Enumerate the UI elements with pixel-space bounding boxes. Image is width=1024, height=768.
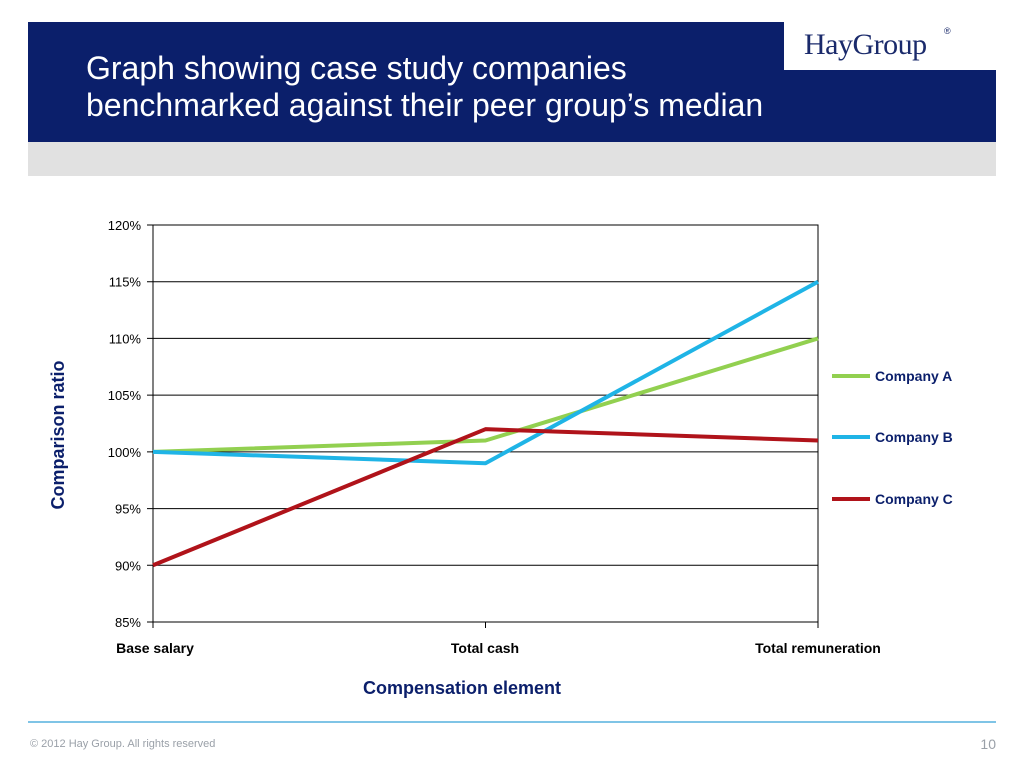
y-axis-title: Comparison ratio: [48, 360, 68, 509]
logo-text: HayGroup: [804, 28, 927, 61]
hay-group-logo: HayGroup ®: [784, 16, 996, 70]
y-tick-label: 120%: [108, 218, 142, 233]
subheader-band: [28, 142, 996, 176]
y-tick-label: 110%: [109, 331, 142, 346]
y-tick-label: 85%: [115, 615, 141, 630]
footer-divider: [28, 721, 996, 723]
y-tick-labels: 85% 90% 95% 100% 105% 110% 115% 120%: [108, 218, 142, 630]
plot-border: [152, 224, 819, 623]
gridlines: [147, 224, 819, 628]
title-line-2: benchmarked against their peer group’s m…: [86, 87, 764, 123]
title-line-1: Graph showing case study companies: [86, 50, 627, 86]
series-line-company-a: [152, 336, 819, 454]
x-tick-labels: Base salary Total cash Total remuneration: [116, 640, 881, 656]
legend-label: Company A: [875, 368, 952, 384]
legend: Company A Company B Company C: [832, 368, 953, 507]
series-lines: [152, 279, 819, 568]
x-axis-title: Compensation element: [363, 678, 561, 698]
legend-label: Company C: [875, 491, 953, 507]
y-tick-label: 115%: [109, 275, 142, 290]
y-tick-label: 95%: [115, 502, 141, 517]
y-tick-label: 100%: [108, 445, 142, 460]
x-tick-label: Total cash: [451, 640, 519, 656]
series-line-company-b: [152, 279, 819, 466]
slide-title: Graph showing case study companies bench…: [86, 50, 846, 124]
x-tick-label: Base salary: [116, 640, 194, 656]
copyright-text: © 2012 Hay Group. All rights reserved: [30, 738, 216, 750]
page-number: 10: [980, 736, 996, 752]
legend-label: Company B: [875, 429, 953, 445]
y-tick-label: 105%: [108, 388, 142, 403]
x-tick-label: Total remuneration: [755, 640, 881, 656]
y-tick-label: 90%: [115, 558, 141, 573]
series-line-company-c: [152, 427, 819, 568]
logo-registered-mark: ®: [944, 26, 951, 36]
